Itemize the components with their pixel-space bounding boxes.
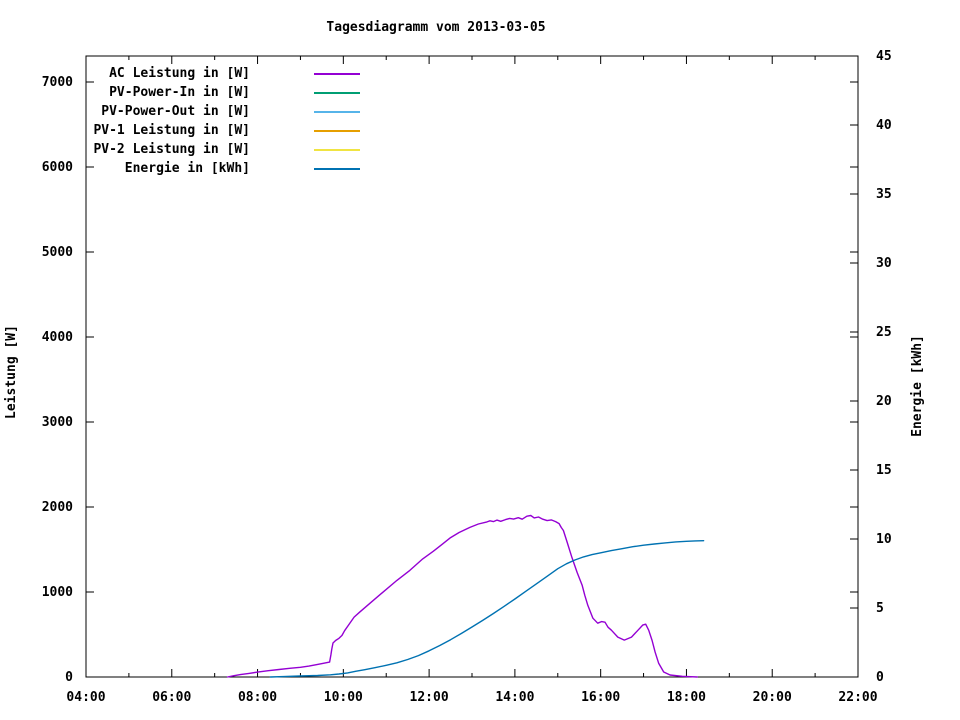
x-tick-label: 12:00 [410, 690, 449, 705]
legend-label-ac-leistung: AC Leistung in [W] [109, 66, 250, 81]
y-right-tick-label: 5 [876, 601, 884, 616]
y-right-tick-label: 20 [876, 394, 892, 409]
series-line-energie [269, 540, 705, 678]
legend-item-pv2-leistung: PV-2 Leistung in [W] [88, 140, 360, 159]
y-left-tick-label: 5000 [42, 245, 73, 260]
legend-line-sample-pv-power-out [314, 110, 360, 113]
legend-item-pv-power-in: PV-Power-In in [W] [88, 83, 360, 102]
x-tick-label: 08:00 [238, 690, 277, 705]
x-tick-label: 04:00 [66, 690, 105, 705]
y-right-tick-label: 40 [876, 118, 892, 133]
y-left-tick-label: 0 [65, 670, 73, 685]
legend-item-pv1-leistung: PV-1 Leistung in [W] [88, 121, 360, 140]
y-left-tick-label: 2000 [42, 500, 73, 515]
y-left-tick-label: 6000 [42, 160, 73, 175]
y-left-tick-label: 7000 [42, 75, 73, 90]
x-tick-label: 22:00 [838, 690, 877, 705]
y-right-tick-label: 25 [876, 325, 892, 340]
legend-line-sample-pv1-leistung [314, 129, 360, 132]
y-right-tick-label: 35 [876, 187, 892, 202]
legend-item-energie: Energie in [kWh] [88, 159, 360, 178]
legend-line-sample-pv2-leistung [314, 148, 360, 151]
y-right-tick-label: 30 [876, 256, 892, 271]
legend-label-pv1-leistung: PV-1 Leistung in [W] [93, 123, 250, 138]
y-right-tick-label: 10 [876, 532, 892, 547]
legend-item-ac-leistung: AC Leistung in [W] [88, 64, 360, 83]
legend-line-sample-energie [314, 167, 360, 170]
y-right-tick-label: 45 [876, 49, 892, 64]
legend-label-pv-power-in: PV-Power-In in [W] [109, 85, 250, 100]
x-tick-label: 14:00 [495, 690, 534, 705]
x-tick-label: 18:00 [667, 690, 706, 705]
x-tick-label: 06:00 [152, 690, 191, 705]
chart-title: Tagesdiagramm vom 2013-03-05 [326, 20, 546, 35]
y-right-tick-label: 0 [876, 670, 884, 685]
x-tick-label: 20:00 [753, 690, 792, 705]
legend-label-pv-power-out: PV-Power-Out in [W] [101, 104, 250, 119]
y-left-tick-label: 1000 [42, 585, 73, 600]
x-tick-label: 16:00 [581, 690, 620, 705]
legend-item-pv-power-out: PV-Power-Out in [W] [88, 102, 360, 121]
legend-line-sample-pv-power-in [314, 91, 360, 94]
series-line-ac-leistung [226, 514, 698, 678]
legend: AC Leistung in [W] PV-Power-In in [W] PV-P… [88, 64, 360, 178]
legend-label-energie: Energie in [kWh] [124, 161, 250, 176]
x-tick-label: 10:00 [324, 690, 363, 705]
y-left-tick-label: 4000 [42, 330, 73, 345]
legend-label-pv2-leistung: PV-2 Leistung in [W] [93, 142, 250, 157]
legend-line-sample-ac-leistung [314, 72, 360, 75]
y-right-tick-label: 15 [876, 463, 892, 478]
y-left-tick-label: 3000 [42, 415, 73, 430]
